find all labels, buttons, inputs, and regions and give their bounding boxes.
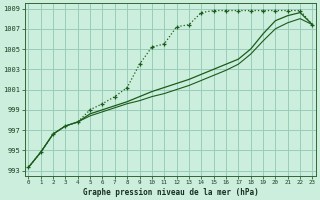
X-axis label: Graphe pression niveau de la mer (hPa): Graphe pression niveau de la mer (hPa) xyxy=(83,188,258,197)
